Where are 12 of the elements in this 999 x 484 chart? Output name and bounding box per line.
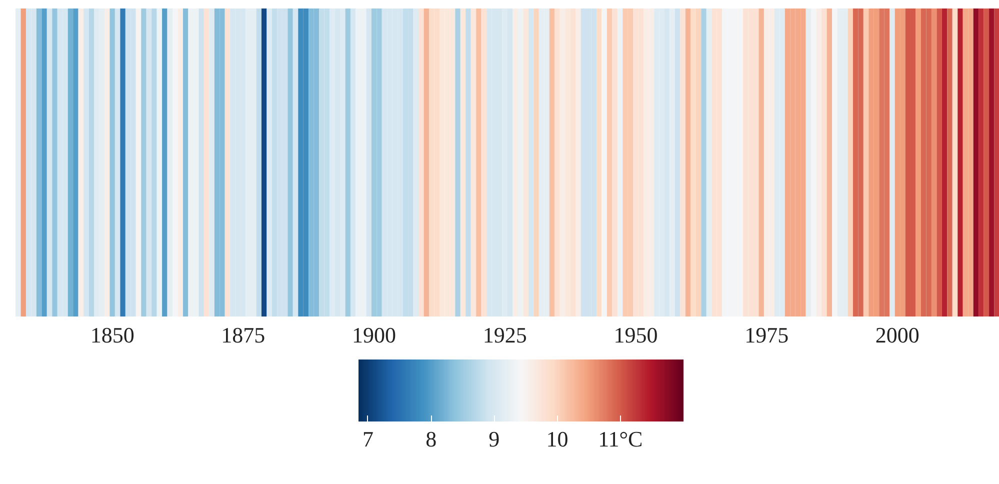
x-tick-label: 1975: [744, 322, 789, 348]
color-bar-label: 10: [546, 426, 568, 452]
color-bar-label: 8: [426, 426, 437, 452]
x-tick-label: 1900: [352, 322, 396, 348]
x-tick-label: 1850: [90, 322, 134, 348]
x-tick-label: 1925: [482, 322, 527, 348]
color-bar-label: 9: [488, 426, 500, 452]
x-tick-label: 1875: [221, 322, 266, 348]
x-tick-label: 1950: [614, 322, 658, 348]
color-bar-label: 7: [362, 426, 374, 452]
x-tick-label: 2000: [875, 322, 920, 348]
color-bar-label: 11°C: [598, 426, 643, 452]
